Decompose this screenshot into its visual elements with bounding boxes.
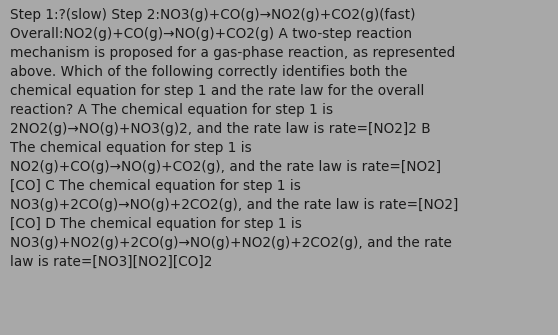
Text: Step 1:?(slow) Step 2:NO3(g)+CO(g)→NO2(g)+CO2(g)(fast)
Overall:NO2(g)+CO(g)→NO(g: Step 1:?(slow) Step 2:NO3(g)+CO(g)→NO2(g… [10,8,459,269]
